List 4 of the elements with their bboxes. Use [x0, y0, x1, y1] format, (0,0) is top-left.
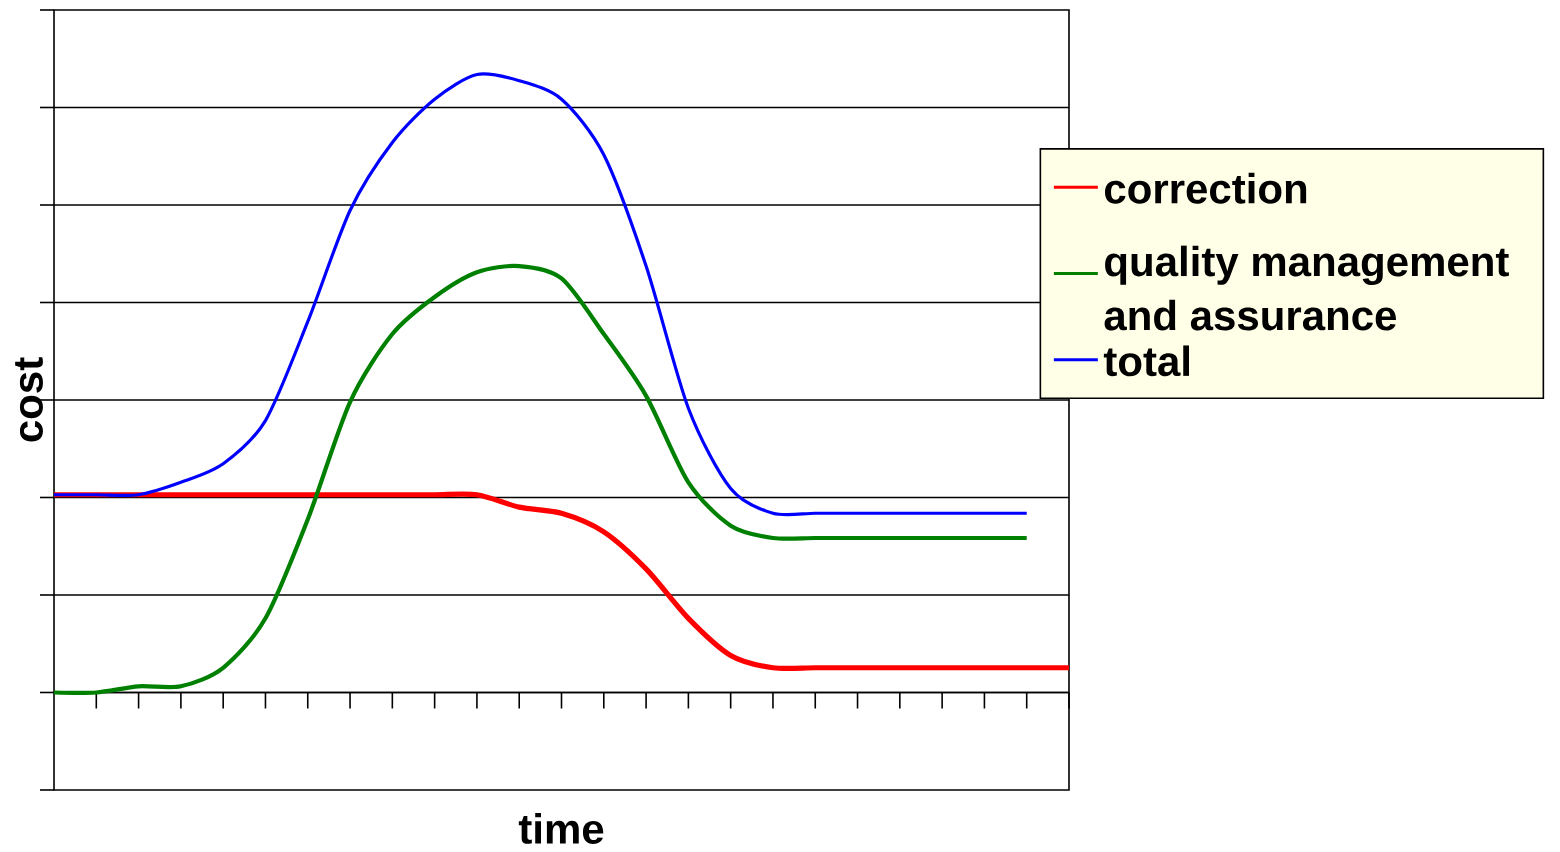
y-axis-title: cost [15, 357, 43, 442]
x-axis-title: time [518, 813, 604, 844]
legend-label: total [1103, 345, 1190, 377]
legend-label: correction [1104, 172, 1307, 204]
